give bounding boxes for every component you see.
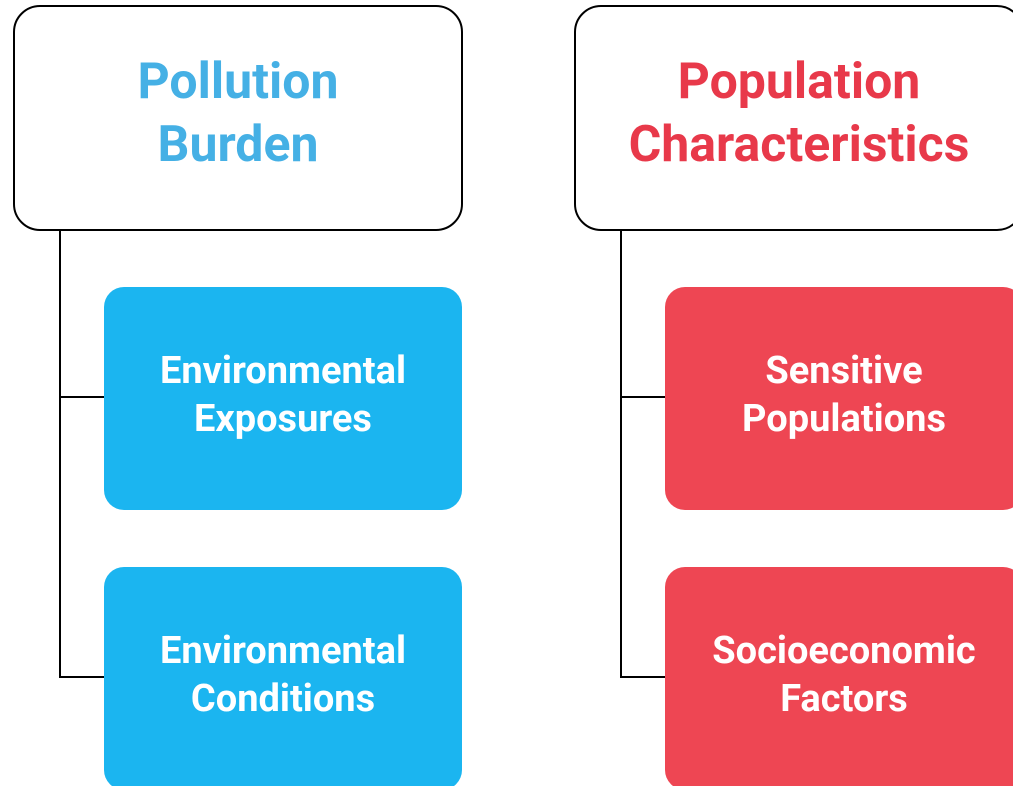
header-box <box>13 5 463 231</box>
item-label: Exposures <box>194 397 372 441</box>
connector <box>59 230 104 678</box>
header-box <box>574 5 1013 231</box>
header-title: Pollution <box>137 53 338 111</box>
item-box <box>104 567 462 786</box>
item-box <box>665 567 1013 786</box>
item-label: Factors <box>780 677 908 721</box>
item-box <box>665 287 1013 510</box>
item-label: Socioeconomic <box>712 629 975 673</box>
header-title: Burden <box>158 116 319 174</box>
item-label: Populations <box>742 397 946 441</box>
item-label: Environmental <box>160 349 406 393</box>
header-title: Population <box>678 53 921 111</box>
header-title: Characteristics <box>629 116 970 174</box>
item-label: Conditions <box>191 677 375 721</box>
item-box <box>104 287 462 510</box>
connector <box>620 230 665 678</box>
item-label: Sensitive <box>765 349 922 393</box>
item-label: Environmental <box>160 629 406 673</box>
